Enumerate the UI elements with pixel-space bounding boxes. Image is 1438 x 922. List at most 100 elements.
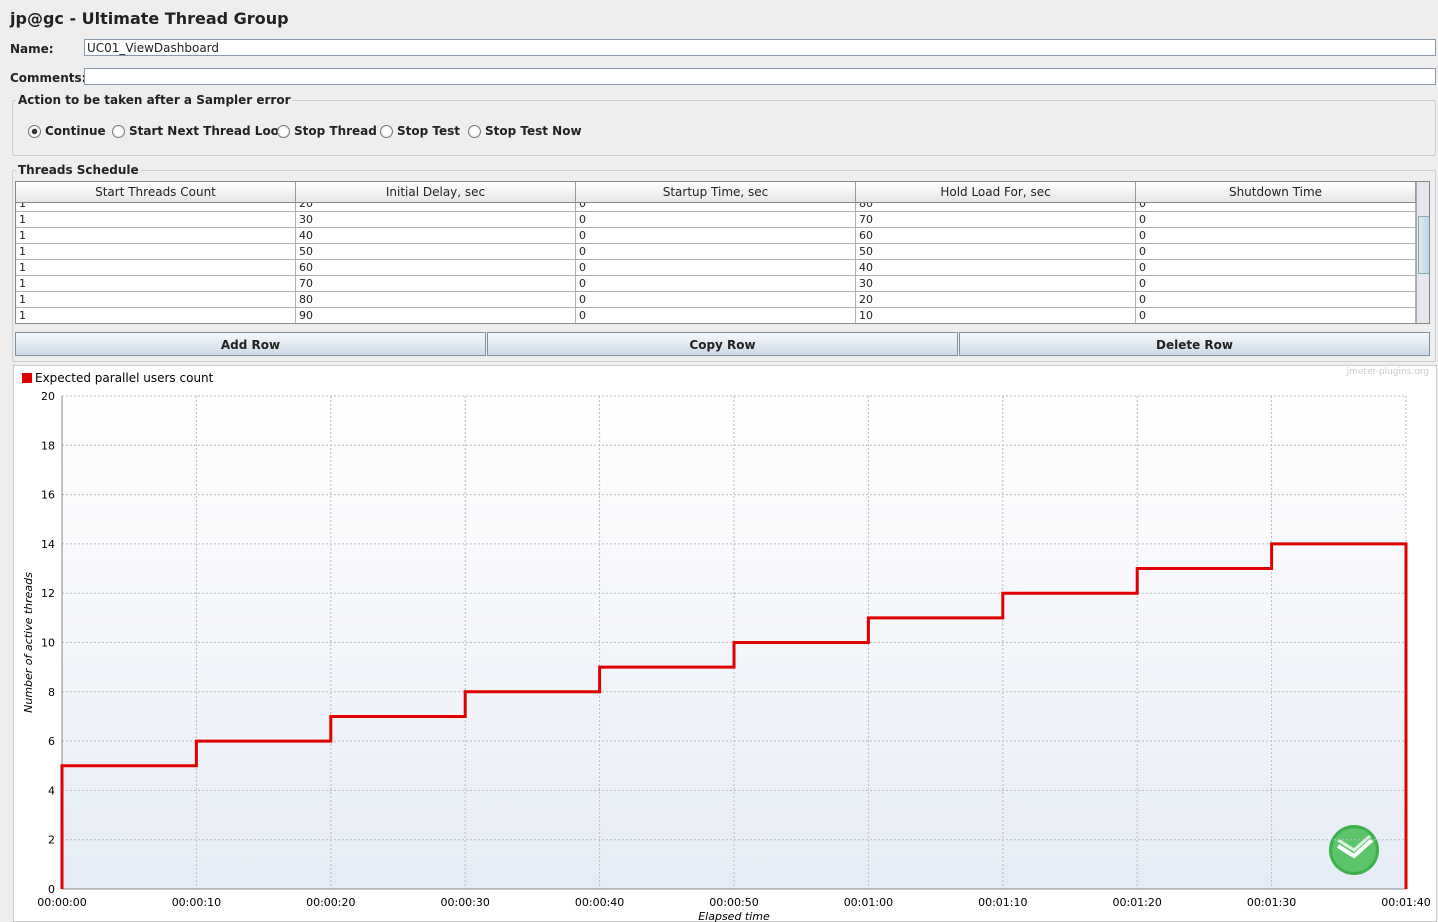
x-axis-label: Elapsed time (698, 910, 770, 922)
radio-label[interactable]: Start Next Thread Loop (129, 124, 288, 138)
table-cell[interactable]: 70 (296, 276, 576, 292)
legend-label: Expected parallel users count (35, 371, 214, 385)
table-cell[interactable]: 0 (1136, 292, 1416, 308)
table-body: 1 20 0 80 0 1 30 0 70 0 1 40 0 60 0 1 50 0 50 0 1 60 0 40 0 1 70 0 3… (16, 202, 1416, 323)
column-header: Startup Time, sec (576, 182, 856, 202)
button[interactable]: Copy Row (487, 332, 958, 356)
x-tick-label: 00:01:00 (844, 896, 893, 909)
radio-label[interactable]: Stop Test Now (485, 124, 582, 138)
table-cell[interactable]: 50 (296, 244, 576, 260)
name-label: Name: (10, 42, 54, 56)
table-header: Start Threads Count Initial Delay, sec Sta… (16, 182, 1416, 203)
x-tick-label: 00:01:40 (1381, 896, 1430, 909)
y-tick-label: 20 (41, 390, 55, 403)
table-cell[interactable]: 10 (856, 308, 1136, 323)
table-cell[interactable]: 1 (16, 308, 296, 323)
comments-label: Comments: (10, 71, 87, 85)
x-tick-label: 00:01:30 (1247, 896, 1296, 909)
comments-input[interactable] (84, 68, 1436, 85)
table-cell[interactable]: 0 (1136, 228, 1416, 244)
radio-label[interactable]: Stop Test (397, 124, 460, 138)
schedule-table: Start Threads Count Initial Delay, sec Sta… (15, 181, 1430, 324)
table-cell[interactable]: 1 (16, 202, 296, 212)
x-tick-label: 00:01:20 (1112, 896, 1161, 909)
column-header: Initial Delay, sec (296, 182, 576, 202)
group-legend: Action to be taken after a Sampler error (16, 93, 293, 107)
y-tick-label: 4 (48, 784, 55, 797)
table-cell[interactable]: 50 (856, 244, 1136, 260)
column-header: Hold Load For, sec (856, 182, 1136, 202)
table-cell[interactable]: 20 (296, 202, 576, 212)
table-cell[interactable]: 0 (1136, 212, 1416, 228)
table-cell[interactable]: 1 (16, 260, 296, 276)
watermark: jmeter-plugins.org (1346, 367, 1429, 377)
button[interactable]: Add Row (15, 332, 486, 356)
table-cell[interactable]: 0 (576, 228, 856, 244)
scrollbar[interactable] (1416, 182, 1429, 323)
y-tick-label: 8 (48, 686, 55, 699)
table-cell[interactable]: 40 (856, 260, 1136, 276)
group-legend: Threads Schedule (16, 163, 141, 177)
table-cell[interactable]: 30 (296, 212, 576, 228)
x-tick-label: 00:00:20 (306, 896, 355, 909)
chart: jmeter-plugins.org 0 2 4 6 8 10 12 14 16 18 20 00:0… (13, 365, 1437, 922)
radio-button[interactable] (380, 125, 393, 138)
table-cell[interactable]: 40 (296, 228, 576, 244)
table-cell[interactable]: 0 (576, 276, 856, 292)
table-cell[interactable]: 1 (16, 212, 296, 228)
legend-swatch (22, 373, 32, 383)
table-cell[interactable]: 1 (16, 228, 296, 244)
table-cell[interactable]: 70 (856, 212, 1136, 228)
table-cell[interactable]: 60 (856, 228, 1136, 244)
schedule-group (12, 170, 1436, 362)
name-input[interactable]: UC01_ViewDashboard (84, 39, 1436, 56)
x-tick-label: 00:00:00 (37, 896, 86, 909)
radio-button[interactable] (28, 125, 41, 138)
x-tick-label: 00:00:40 (575, 896, 624, 909)
y-tick-label: 18 (41, 439, 55, 452)
table-cell[interactable]: 0 (1136, 202, 1416, 212)
x-tick-label: 00:00:10 (172, 896, 221, 909)
button[interactable]: Delete Row (959, 332, 1430, 356)
y-tick-label: 10 (41, 637, 55, 650)
table-cell[interactable]: 0 (1136, 244, 1416, 260)
table-cell[interactable]: 60 (296, 260, 576, 276)
panel-title: jp@gc - Ultimate Thread Group (10, 9, 289, 28)
logo (1329, 825, 1379, 875)
table-cell[interactable]: 80 (856, 202, 1136, 212)
table-cell[interactable]: 0 (1136, 276, 1416, 292)
table-cell[interactable]: 30 (856, 276, 1136, 292)
x-tick-label: 00:01:10 (978, 896, 1027, 909)
y-tick-label: 14 (41, 538, 55, 551)
radio-button[interactable] (277, 125, 290, 138)
table-cell[interactable]: 0 (576, 244, 856, 260)
x-tick-label: 00:00:50 (709, 896, 758, 909)
scroll-thumb[interactable] (1418, 216, 1429, 274)
column-header: Shutdown Time (1136, 182, 1416, 202)
table-cell[interactable]: 1 (16, 244, 296, 260)
table-cell[interactable]: 20 (856, 292, 1136, 308)
table-cell[interactable]: 1 (16, 276, 296, 292)
radio-label[interactable]: Continue (45, 124, 106, 138)
table-cell[interactable]: 0 (1136, 308, 1416, 323)
y-tick-label: 2 (48, 834, 55, 847)
table-cell[interactable]: 0 (576, 308, 856, 323)
y-axis-label: Number of active threads (22, 572, 35, 713)
column-header: Start Threads Count (16, 182, 296, 202)
table-cell[interactable]: 0 (576, 212, 856, 228)
error-action-group (12, 100, 1436, 156)
radio-label[interactable]: Stop Thread (294, 124, 377, 138)
y-tick-label: 6 (48, 735, 55, 748)
radio-button[interactable] (112, 125, 125, 138)
table-cell[interactable]: 90 (296, 308, 576, 323)
table-cell[interactable]: 0 (576, 260, 856, 276)
table-cell[interactable]: 1 (16, 292, 296, 308)
x-tick-label: 00:00:30 (440, 896, 489, 909)
y-tick-label: 12 (41, 587, 55, 600)
radio-button[interactable] (468, 125, 481, 138)
table-cell[interactable]: 0 (1136, 260, 1416, 276)
table-cell[interactable]: 0 (576, 292, 856, 308)
table-cell[interactable]: 80 (296, 292, 576, 308)
table-cell[interactable]: 0 (576, 202, 856, 212)
